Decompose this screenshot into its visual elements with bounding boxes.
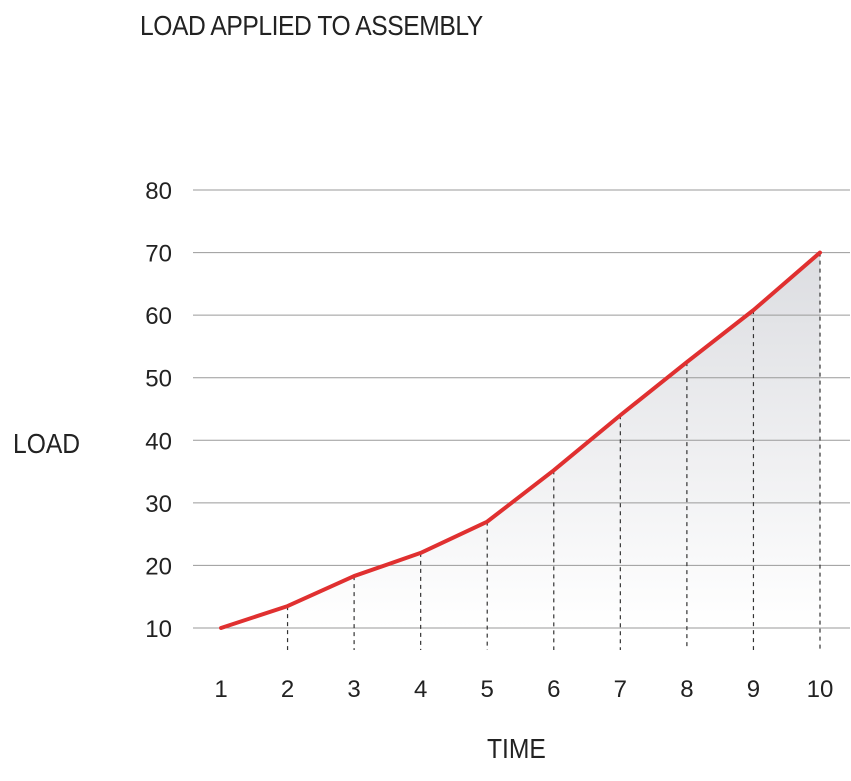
- x-tick-label: 9: [747, 676, 760, 703]
- grid-layer: [193, 189, 850, 629]
- x-tick-label: 3: [347, 676, 360, 703]
- line-layer: [219, 250, 822, 630]
- series-line: [219, 250, 822, 630]
- x-tick-labels: 1 2 3 4 5 6 7 8 9 10: [214, 676, 833, 703]
- x-axis-label: TIME: [487, 733, 546, 764]
- area-layer: [221, 252, 820, 629]
- y-tick-label: 30: [145, 491, 172, 518]
- y-axis-label: LOAD: [13, 428, 81, 459]
- y-tick-label: 80: [145, 178, 172, 205]
- x-tick-label: 10: [807, 676, 834, 703]
- y-tick-label: 50: [145, 366, 172, 393]
- x-tick-label: 8: [680, 676, 693, 703]
- area-fill: [221, 252, 820, 629]
- chart-title: LOAD APPLIED TO ASSEMBLY: [140, 10, 483, 41]
- y-tick-label: 60: [145, 303, 172, 330]
- x-tick-label: 6: [547, 676, 560, 703]
- dropline-layer: [286, 252, 821, 650]
- x-tick-label: 2: [281, 676, 294, 703]
- y-tick-label: 70: [145, 241, 172, 268]
- x-tick-label: 1: [214, 676, 227, 703]
- x-tick-label: 7: [614, 676, 627, 703]
- x-tick-label: 5: [481, 676, 494, 703]
- x-tick-label: 4: [414, 676, 427, 703]
- y-tick-labels: 10 20 30 40 50 60 70 80: [145, 178, 172, 643]
- y-tick-label: 40: [145, 428, 172, 455]
- y-tick-label: 20: [145, 553, 172, 580]
- y-tick-label: 10: [145, 616, 172, 643]
